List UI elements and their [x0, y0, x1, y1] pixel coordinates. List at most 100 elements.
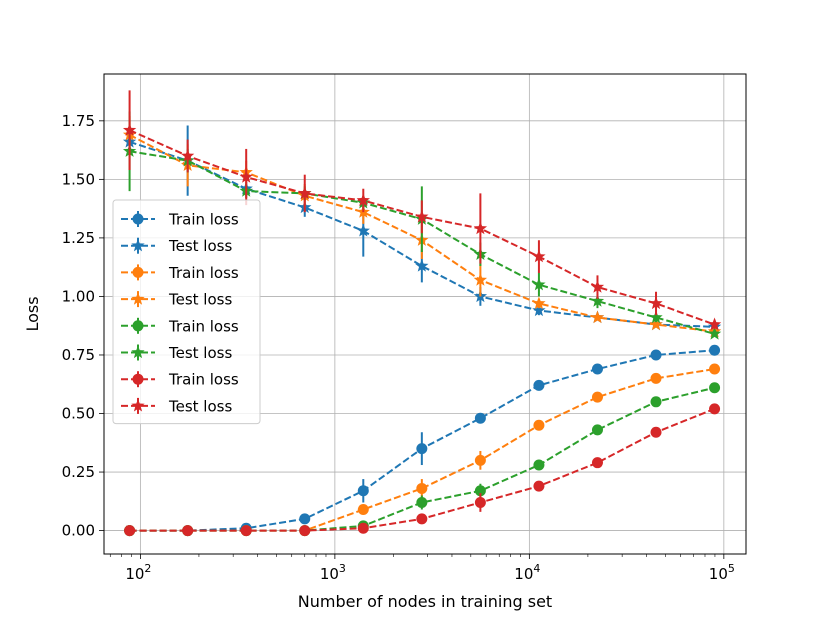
data-point	[474, 496, 486, 508]
data-point	[650, 349, 662, 361]
data-point	[416, 443, 428, 455]
data-point	[590, 294, 605, 307]
data-point	[357, 522, 369, 534]
data-point	[709, 403, 721, 415]
data-point	[473, 221, 488, 235]
legend-label: Train loss	[168, 317, 239, 335]
legend: Train loss Test loss Train loss Test loss Tr…	[112, 199, 261, 425]
y-tick-label: 0.25	[62, 463, 95, 481]
data-point	[709, 344, 721, 356]
legend-label: Test loss	[168, 344, 232, 362]
data-point	[591, 391, 603, 403]
data-point	[707, 317, 722, 331]
y-tick-label: 0.50	[62, 405, 95, 423]
data-point	[591, 424, 603, 436]
x-axis-label: Number of nodes in training set	[298, 592, 552, 611]
data-point	[415, 209, 429, 223]
legend-label: Train loss	[168, 264, 239, 282]
data-point	[416, 496, 428, 508]
data-point	[591, 457, 603, 469]
data-point	[357, 504, 369, 516]
data-point	[709, 382, 721, 394]
legend-marker	[132, 320, 144, 332]
y-tick-label: 1.00	[62, 287, 95, 305]
data-point	[356, 223, 370, 237]
data-point	[590, 310, 605, 324]
legend-entry: Train loss	[121, 211, 239, 229]
data-point	[181, 148, 195, 162]
data-point	[533, 379, 545, 391]
data-point	[415, 259, 429, 272]
data-point	[298, 186, 312, 200]
series-line	[129, 407, 715, 532]
data-point	[590, 280, 605, 293]
legend-marker	[132, 213, 144, 225]
series-line	[129, 140, 715, 328]
legend-entry: Train loss	[121, 371, 239, 389]
data-point	[649, 310, 663, 324]
series-7	[122, 90, 722, 331]
y-axis-label: Loss	[23, 296, 42, 331]
data-point	[416, 482, 428, 494]
data-point	[650, 396, 662, 408]
plot-frame	[103, 73, 747, 555]
data-point	[122, 123, 137, 136]
legend-marker	[131, 238, 145, 252]
data-point	[416, 513, 428, 525]
plot-series	[122, 90, 722, 537]
data-point	[239, 170, 253, 183]
legend-label: Test loss	[168, 291, 232, 309]
data-point	[709, 363, 721, 375]
data-point	[707, 326, 722, 340]
x-tick-label: 105	[709, 562, 735, 583]
series-6	[124, 403, 721, 537]
x-tick-label: 103	[320, 562, 346, 583]
y-tick-label: 1.75	[62, 112, 95, 130]
legend-entry: Test loss	[121, 291, 232, 309]
data-point	[649, 317, 663, 331]
data-point	[182, 525, 194, 537]
legend-label: Train loss	[168, 211, 239, 229]
legend-marker	[132, 373, 144, 385]
data-point	[533, 419, 545, 431]
data-point	[124, 525, 136, 537]
data-point	[649, 296, 663, 310]
legend-entry: Test loss	[121, 397, 232, 415]
data-point	[473, 273, 488, 286]
x-tick-label: 102	[125, 562, 151, 583]
data-point	[650, 372, 662, 384]
x-tick-label: 104	[514, 562, 540, 583]
y-tick-label: 1.25	[62, 229, 95, 247]
y-tick-label: 0.00	[62, 522, 95, 540]
legend-label: Train loss	[168, 371, 239, 389]
data-point	[650, 426, 662, 438]
legend-marker	[132, 266, 144, 278]
data-point	[299, 525, 311, 537]
legend-marker	[131, 398, 145, 412]
data-point	[474, 412, 486, 424]
legend-label: Test loss	[168, 237, 232, 255]
legend-marker	[131, 292, 145, 305]
y-tick-label: 0.75	[62, 346, 95, 364]
y-tick-label: 1.50	[62, 170, 95, 188]
legend-entry: Test loss	[121, 237, 232, 255]
data-point	[532, 249, 546, 263]
legend-entry: Train loss	[121, 317, 239, 335]
data-point	[591, 363, 603, 375]
data-point	[533, 459, 545, 471]
data-point	[240, 525, 252, 537]
data-point	[474, 485, 486, 497]
data-point	[532, 303, 546, 317]
data-point	[532, 296, 546, 310]
legend-box	[112, 199, 261, 425]
legend-entry: Test loss	[121, 344, 232, 362]
legend-entry: Train loss	[121, 264, 239, 282]
legend-label: Test loss	[168, 397, 232, 415]
data-point	[356, 193, 370, 207]
data-point	[532, 277, 546, 291]
data-point	[474, 454, 486, 466]
data-point	[533, 480, 545, 492]
data-point	[357, 485, 369, 497]
data-point	[299, 513, 311, 525]
